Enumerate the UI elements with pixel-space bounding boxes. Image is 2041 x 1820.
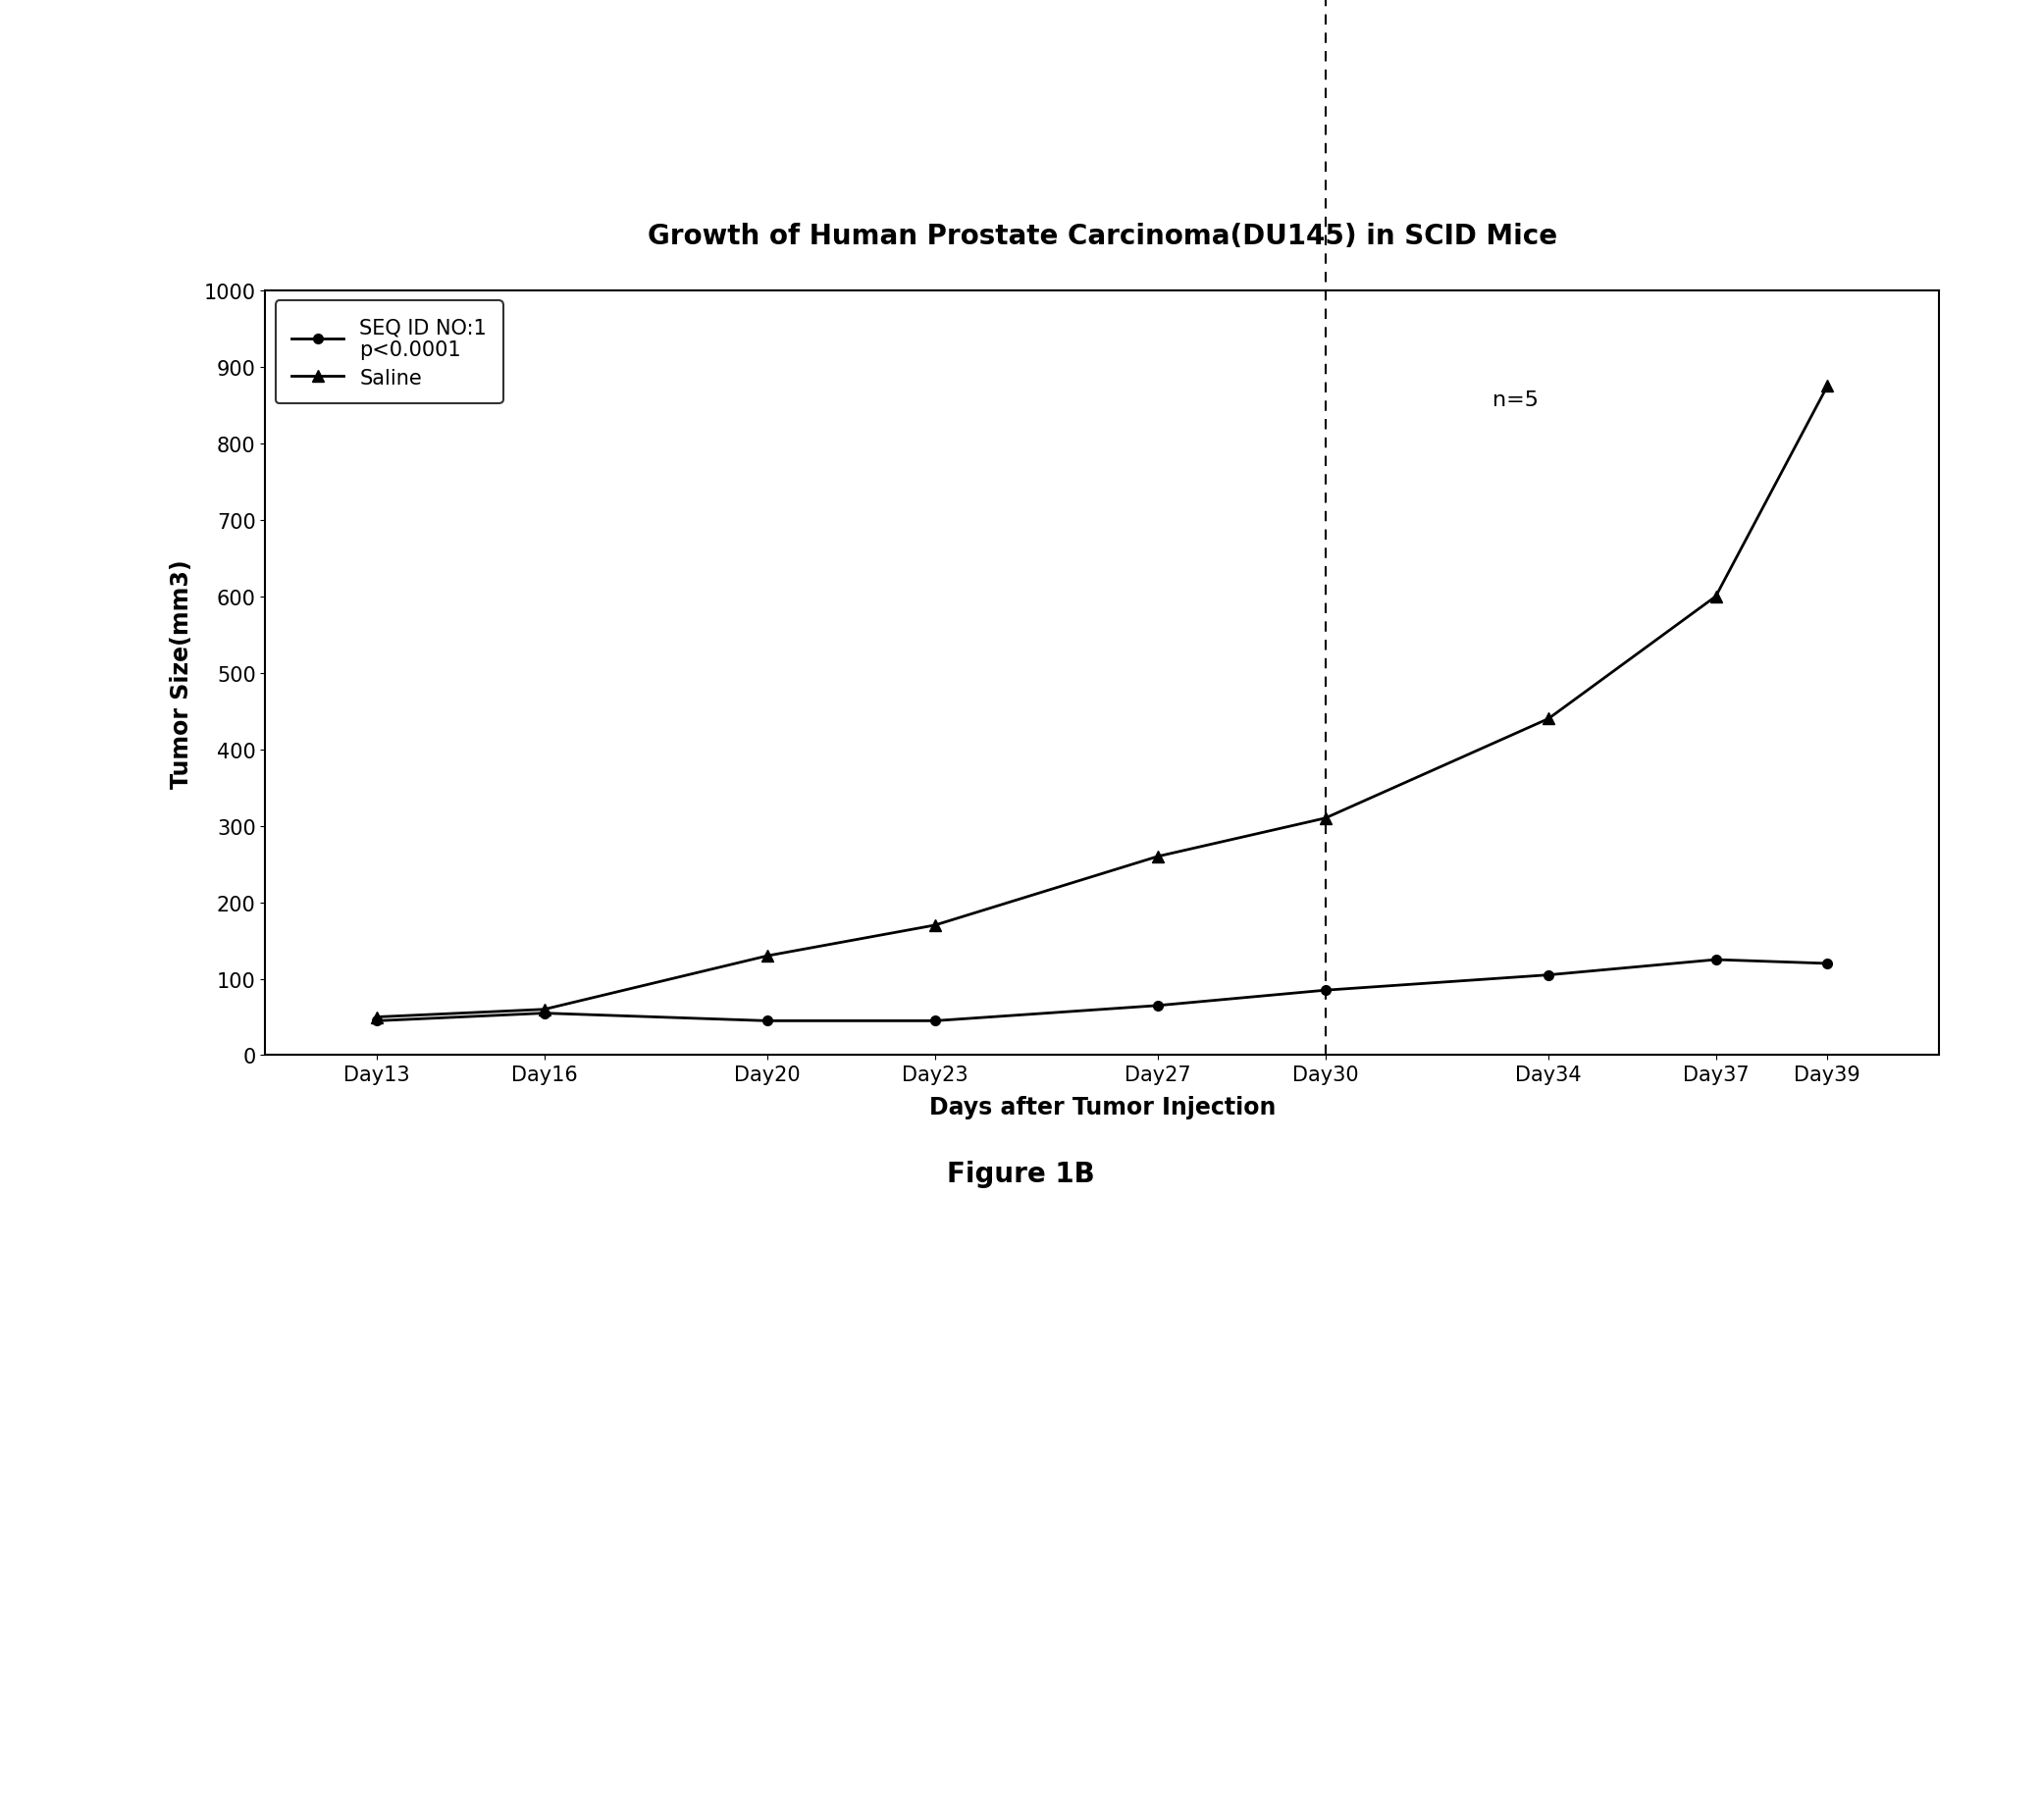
Y-axis label: Tumor Size(mm3): Tumor Size(mm3) [169,559,194,788]
Text: n=5: n=5 [1492,389,1539,410]
Legend: SEQ ID NO:1
p<0.0001, Saline: SEQ ID NO:1 p<0.0001, Saline [276,302,502,404]
X-axis label: Days after Tumor Injection: Days after Tumor Injection [929,1096,1276,1119]
Text: Figure 1B: Figure 1B [947,1159,1094,1188]
Text: Growth of Human Prostate Carcinoma(DU145) in SCID Mice: Growth of Human Prostate Carcinoma(DU145… [647,222,1557,251]
